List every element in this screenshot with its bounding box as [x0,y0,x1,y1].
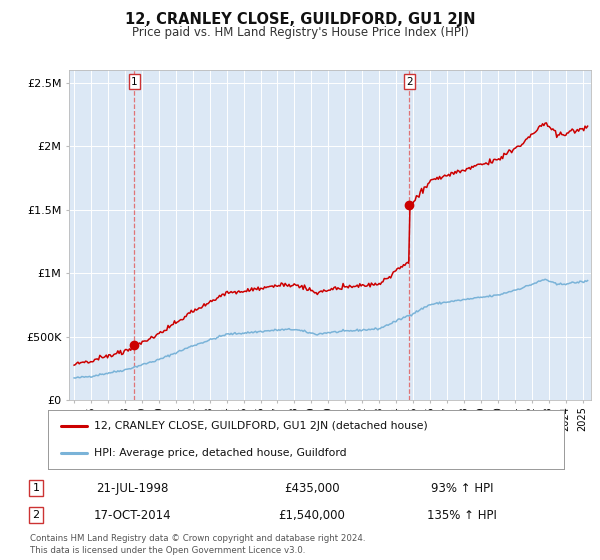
Text: £435,000: £435,000 [284,482,340,495]
Text: 12, CRANLEY CLOSE, GUILDFORD, GU1 2JN: 12, CRANLEY CLOSE, GUILDFORD, GU1 2JN [125,12,475,27]
Text: Contains HM Land Registry data © Crown copyright and database right 2024.
This d: Contains HM Land Registry data © Crown c… [30,534,365,555]
Text: 12, CRANLEY CLOSE, GUILDFORD, GU1 2JN (detached house): 12, CRANLEY CLOSE, GUILDFORD, GU1 2JN (d… [94,421,428,431]
Text: 1: 1 [32,483,40,493]
Text: £1,540,000: £1,540,000 [278,508,346,522]
Text: 93% ↑ HPI: 93% ↑ HPI [431,482,493,495]
Text: 135% ↑ HPI: 135% ↑ HPI [427,508,497,522]
Text: 17-OCT-2014: 17-OCT-2014 [93,508,171,522]
Text: 21-JUL-1998: 21-JUL-1998 [96,482,168,495]
Text: 1: 1 [131,77,137,87]
Text: 2: 2 [406,77,413,87]
Text: HPI: Average price, detached house, Guildford: HPI: Average price, detached house, Guil… [94,449,347,459]
Text: 2: 2 [32,510,40,520]
Text: Price paid vs. HM Land Registry's House Price Index (HPI): Price paid vs. HM Land Registry's House … [131,26,469,39]
